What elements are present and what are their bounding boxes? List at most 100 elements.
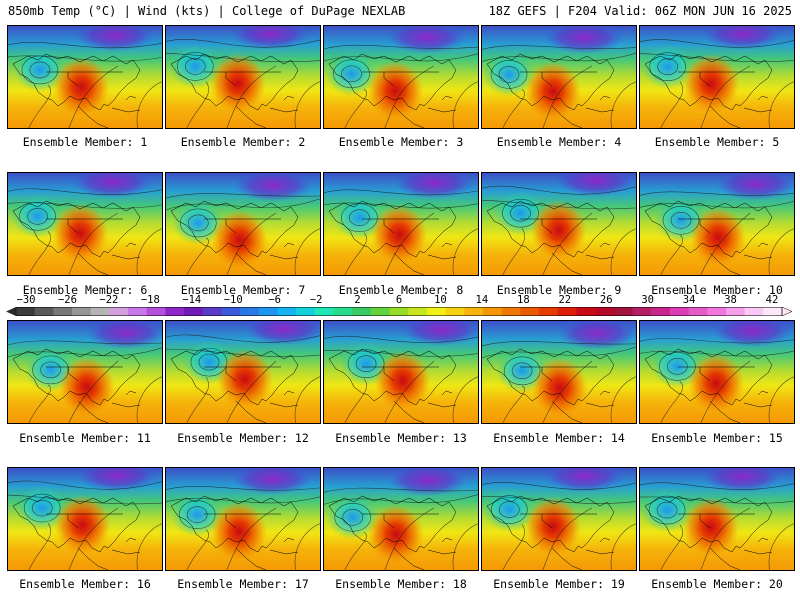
colorbar-segment	[576, 307, 596, 316]
ensemble-member-map	[7, 172, 163, 276]
ensemble-member-map	[481, 172, 637, 276]
colorbar-segment	[408, 307, 428, 316]
ensemble-member-label: Ensemble Member: 1	[22, 135, 148, 149]
ensemble-member-label: Ensemble Member: 17	[177, 577, 309, 591]
colorbar-segment	[277, 307, 297, 316]
colorbar-segment	[370, 307, 391, 316]
ensemble-member-map	[323, 172, 479, 276]
ensemble-member-map	[7, 320, 163, 424]
ensemble-member-label: Ensemble Member: 13	[335, 431, 467, 445]
colorbar-segment	[146, 307, 166, 316]
colorbar-segment	[296, 307, 316, 316]
ensemble-member-map	[639, 172, 795, 276]
colorbar-segment	[333, 307, 353, 316]
colorbar-tick-label: 6	[395, 294, 403, 306]
ensemble-member-label: Ensemble Member: 5	[654, 135, 780, 149]
colorbar-segment	[725, 307, 746, 316]
ensemble-member-label: Ensemble Member: 18	[335, 577, 467, 591]
colorbar-segment	[539, 307, 559, 316]
ensemble-member-label: Ensemble Member: 10	[651, 283, 783, 297]
ensemble-member-label: Ensemble Member: 4	[496, 135, 622, 149]
ensemble-member-label: Ensemble Member: 12	[177, 431, 309, 445]
ensemble-member-map	[7, 467, 163, 571]
header-title-right: 18Z GEFS | F204 Valid: 06Z MON JUN 16 20…	[488, 4, 792, 18]
colorbar-segment	[258, 307, 279, 316]
colorbar-tick-label: 34	[682, 294, 696, 306]
colorbar-tick-label: −22	[99, 294, 119, 306]
ensemble-member-label: Ensemble Member: 3	[338, 135, 464, 149]
colorbar: −30 −26 −22 −18 −14 −10 −6 −2 2 6 10 14 18 22 26 30 34 38…	[6, 294, 792, 318]
header: 850mb Temp (°C) | Wind (kts) | College o…	[0, 0, 800, 22]
colorbar-tick-label: 42	[765, 294, 779, 306]
ensemble-member-map	[481, 25, 637, 129]
ensemble-member-map	[165, 467, 321, 571]
colorbar-tick-label: 22	[558, 294, 572, 306]
colorbar-tick-label: 26	[599, 294, 613, 306]
colorbar-tick-label: 18	[517, 294, 530, 306]
ensemble-member-label: Ensemble Member: 20	[651, 577, 783, 591]
colorbar-segment	[427, 307, 447, 316]
colorbar-segment	[53, 307, 73, 316]
ensemble-member-map	[639, 320, 795, 424]
ensemble-member-label: Ensemble Member: 8	[338, 283, 464, 297]
colorbar-segment	[240, 307, 260, 316]
colorbar-segment	[389, 307, 409, 316]
ensemble-member-map	[323, 320, 479, 424]
ensemble-member-map	[165, 320, 321, 424]
ensemble-member-label: Ensemble Member: 16	[19, 577, 151, 591]
colorbar-segment	[128, 307, 148, 316]
colorbar-tick-label: −18	[140, 294, 160, 306]
ensemble-member-label: Ensemble Member: 15	[651, 431, 783, 445]
colorbar-left-arrow	[6, 307, 16, 316]
colorbar-segment	[352, 307, 372, 316]
ensemble-member-map	[323, 25, 479, 129]
ensemble-member-label: Ensemble Member: 19	[493, 577, 625, 591]
colorbar-segment	[72, 307, 92, 316]
colorbar-segment	[184, 307, 204, 316]
colorbar-tick-labels: −30 −26 −22 −18 −14 −10 −6 −2 2 6 10 14 18 22 26 30 34 38…	[6, 294, 792, 306]
colorbar-segment	[613, 307, 634, 316]
ensemble-member-map	[323, 467, 479, 571]
colorbar-tick-label: −30	[16, 294, 36, 306]
colorbar-segment	[595, 307, 615, 316]
colorbar-segment	[109, 307, 129, 316]
colorbar-segment	[669, 307, 690, 316]
colorbar-segment	[483, 307, 503, 316]
ensemble-member-label: Ensemble Member: 14	[493, 431, 625, 445]
colorbar-segment	[464, 307, 484, 316]
ensemble-member-map	[481, 320, 637, 424]
colorbar-segment	[688, 307, 708, 316]
colorbar-tick-label: −6	[268, 294, 281, 306]
colorbar-segment	[314, 307, 335, 316]
ensemble-member-label: Ensemble Member: 2	[180, 135, 306, 149]
colorbar-border	[15, 307, 783, 316]
ensemble-member-label: Ensemble Member: 6	[22, 283, 148, 297]
colorbar-segment	[445, 307, 465, 316]
colorbar-tick-label: −26	[57, 294, 77, 306]
colorbar-segment	[202, 307, 223, 316]
ensemble-member-map	[165, 172, 321, 276]
colorbar-segment	[34, 307, 54, 316]
ensemble-member-map	[165, 25, 321, 129]
colorbar-tick-label: 2	[354, 294, 361, 306]
colorbar-segment	[165, 307, 185, 316]
colorbar-tick-label: 10	[434, 294, 447, 306]
colorbar-segment	[763, 307, 783, 316]
ensemble-member-label: Ensemble Member: 9	[496, 283, 622, 297]
colorbar-strip	[6, 307, 792, 316]
colorbar-tick-label: 30	[641, 294, 654, 306]
colorbar-tick-label: −2	[309, 294, 323, 306]
colorbar-segment	[16, 307, 36, 316]
colorbar-segment	[744, 307, 764, 316]
colorbar-segment	[707, 307, 727, 316]
ensemble-member-label: Ensemble Member: 7	[180, 283, 306, 297]
colorbar-segment	[557, 307, 577, 316]
colorbar-segment	[632, 307, 652, 316]
colorbar-tick-label: 14	[475, 294, 489, 306]
colorbar-segment	[651, 307, 671, 316]
colorbar-tick-label: −10	[223, 294, 243, 306]
header-title-left: 850mb Temp (°C) | Wind (kts) | College o…	[8, 4, 406, 18]
colorbar-tick-label: 38	[724, 294, 737, 306]
ensemble-member-label: Ensemble Member: 11	[19, 431, 151, 445]
ensemble-member-map	[7, 25, 163, 129]
